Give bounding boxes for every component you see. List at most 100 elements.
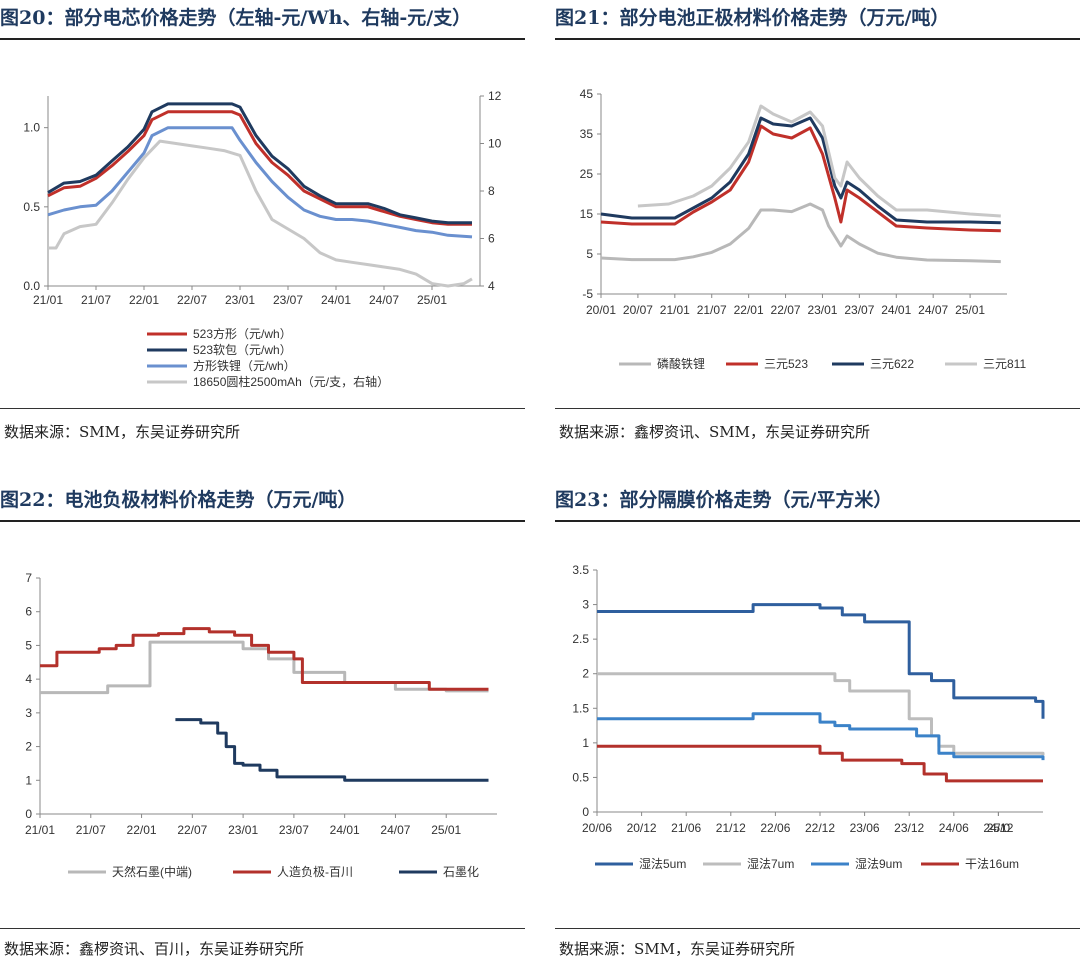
x-tick-label: 20/01 (586, 303, 616, 317)
x-tick-label: 21/01 (25, 823, 55, 837)
y-tick-label: 7 (25, 571, 32, 585)
x-tick-label: 22/06 (760, 821, 790, 835)
y-tick-label: 5 (586, 247, 593, 261)
chart-cathode-price: -5 5 15 25 35 45 20/01 20/07 21/01 21/07 22/01 22/0… (580, 87, 1027, 371)
source-rule (555, 928, 1080, 929)
x-tick-label: 21/01 (33, 293, 63, 307)
source-note: 数据来源：SMM，东吴证券研究所 (4, 423, 240, 441)
source-rule (0, 928, 525, 929)
x-tick-label: 21/06 (671, 821, 701, 835)
y-tick-label: -5 (582, 287, 593, 301)
chart-panel-anode-price: 图22：电池负极材料价格走势（万元/吨） 0 1 2 3 4 5 6 7 21/01 21/07 2… (0, 482, 525, 966)
x-tick-label: 22/01 (129, 293, 159, 307)
y-tick-label: 4 (25, 672, 32, 686)
x-tick-label: 23/07 (279, 823, 309, 837)
x-tick-label: 24/12 (983, 821, 1013, 835)
chart-panel-cathode-price: 图21：部分电池正极材料价格走势（万元/吨） -5 5 15 25 35 45 20/01 2… (555, 0, 1080, 450)
y-tick-label: 3 (582, 598, 589, 612)
x-tick-label: 24/07 (380, 823, 410, 837)
series-line (597, 712, 1045, 761)
y2-tick-label: 8 (488, 184, 495, 198)
y-tick-label: 3.5 (572, 563, 589, 577)
y-tick-label: 35 (580, 127, 594, 141)
x-tick-label: 23/07 (273, 293, 303, 307)
title-rule (555, 520, 1080, 522)
x-tick-label: 20/12 (627, 821, 657, 835)
panel-title: 图20：部分电芯价格走势（左轴-元/Wh、右轴-元/支） (0, 7, 472, 29)
series-line (637, 104, 1001, 218)
x-tick-label: 23/01 (225, 293, 255, 307)
legend-label: 三元622 (870, 357, 914, 371)
chart-cell-price: 0.0 0.5 1.0 4 6 8 10 12 21/01 21/07 22/01 22/07 23/0… (23, 89, 502, 389)
y-tick-label: 0 (582, 805, 589, 819)
y-tick-label: 1.5 (572, 701, 589, 715)
x-tick-label: 25/0 (987, 821, 1011, 835)
y-tick-label: 15 (580, 207, 594, 221)
x-tick-label: 25/01 (417, 293, 447, 307)
x-tick-label: 24/07 (918, 303, 948, 317)
x-tick-label: 24/01 (330, 823, 360, 837)
legend-label: 湿法7um (747, 856, 794, 871)
panel-title: 图21：部分电池正极材料价格走势（万元/吨） (555, 7, 950, 29)
legend-label: 磷酸铁锂 (657, 356, 705, 371)
legend-label: 湿法9um (855, 856, 902, 871)
series-line (48, 139, 473, 288)
series-line (597, 744, 1043, 783)
y-tick-label: 5 (25, 638, 32, 652)
series-line (40, 640, 489, 695)
x-tick-label: 23/01 (807, 303, 837, 317)
y2-tick-label: 10 (488, 137, 502, 151)
y-tick-label: 2 (25, 740, 32, 754)
x-tick-label: 25/01 (431, 823, 461, 837)
x-tick-label: 20/06 (582, 821, 612, 835)
series-line (597, 672, 1045, 756)
series-line (47, 110, 472, 226)
x-tick-label: 21/12 (716, 821, 746, 835)
x-tick-label: 22/07 (771, 303, 801, 317)
y-tick-label: 1.0 (23, 121, 40, 135)
panel-title: 图23：部分隔膜价格走势（元/平方米） (555, 489, 893, 511)
y-tick-label: 0.5 (572, 770, 589, 784)
x-tick-label: 23/01 (228, 823, 258, 837)
series-line (47, 126, 473, 239)
legend-label: 干法16um (965, 857, 1019, 871)
y-tick-label: 2.5 (572, 632, 589, 646)
chart-separator-price: 0 0.5 1 1.5 2 2.5 3 3.5 20/06 20/12 21/06 21/12 22/0… (572, 563, 1045, 871)
y-tick-label: 1 (582, 736, 589, 750)
source-rule (0, 408, 525, 409)
legend-label: 523软包（元/wh） (193, 343, 292, 357)
x-tick-label: 25/01 (955, 303, 985, 317)
x-tick-label: 23/07 (844, 303, 874, 317)
legend-label: 三元523 (764, 357, 808, 371)
x-tick-label: 22/01 (734, 303, 764, 317)
x-tick-label: 23/12 (894, 821, 924, 835)
title-rule (0, 38, 525, 40)
x-tick-label: 24/07 (369, 293, 399, 307)
y-tick-label: 6 (25, 605, 32, 619)
y-tick-label: 0 (25, 807, 32, 821)
x-tick-label: 21/07 (81, 293, 111, 307)
series-line (47, 102, 472, 225)
chart-anode-price: 0 1 2 3 4 5 6 7 21/01 21/07 22/01 22/07 23/01 23/07 24… (25, 571, 497, 879)
legend: 523方形（元/wh） 523软包（元/wh）方形铁锂（元/wh）18650圆柱2… (147, 326, 389, 389)
x-tick-label: 21/07 (697, 303, 727, 317)
y2-tick-label: 4 (488, 279, 495, 293)
x-tick-label: 22/12 (805, 821, 835, 835)
legend-label: 天然石墨(中端) (112, 864, 192, 879)
legend-label: 三元811 (983, 357, 1026, 371)
x-tick-label: 20/07 (623, 303, 653, 317)
x-tick-label: 24/01 (321, 293, 351, 307)
source-rule (555, 408, 1080, 409)
y-tick-label: 45 (580, 87, 594, 101)
series-line (40, 627, 489, 691)
x-tick-label: 22/01 (127, 823, 157, 837)
series-line (175, 718, 489, 782)
x-tick-label: 21/07 (76, 823, 106, 837)
source-note: 数据来源：鑫椤资讯、SMM，东吴证券研究所 (559, 423, 870, 441)
title-rule (0, 520, 525, 522)
chart-panel-separator-price: 图23：部分隔膜价格走势（元/平方米） 0 0.5 1 1.5 2 2.5 3 3.5 20/0… (555, 482, 1080, 966)
y-tick-label: 0.5 (23, 200, 40, 214)
legend-label: 方形铁锂（元/wh） (193, 358, 296, 373)
legend-label: 523方形（元/wh） (193, 326, 292, 341)
x-tick-label: 23/06 (850, 821, 880, 835)
